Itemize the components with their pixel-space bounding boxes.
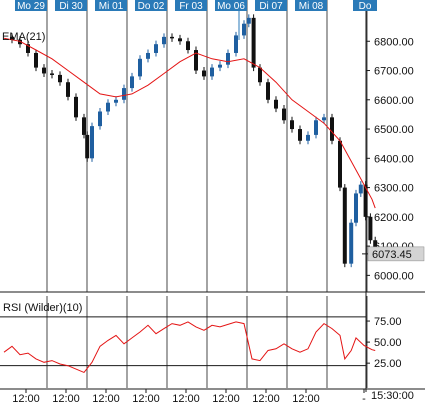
time-axis-label: 12:00 [132, 393, 160, 405]
time-axis-label: 12:00 [172, 393, 200, 405]
rsi-tick-label: 25.00 [374, 358, 402, 370]
time-axis-label: 12:00 [212, 393, 240, 405]
date-label: Mi 01 [99, 1, 124, 12]
candle-body [18, 39, 22, 45]
candle-body [354, 193, 358, 223]
last-price-label: 6073.45 [372, 249, 412, 261]
candle-body [210, 67, 214, 77]
time-axis-label: - [362, 393, 366, 405]
date-label: Do 02 [138, 1, 165, 12]
time-axis-label: 12:00 [252, 393, 280, 405]
candle-body [368, 216, 373, 241]
candle-body [194, 50, 198, 71]
candle-body [258, 67, 262, 83]
price-tick-label: 6000.00 [374, 270, 414, 282]
date-label-box [55, 0, 87, 11]
date-label: Do [359, 1, 372, 12]
time-axis-label: 12:00 [12, 393, 40, 405]
candle-body [330, 117, 334, 141]
candle-body [42, 67, 46, 74]
date-label-box [135, 0, 167, 11]
date-label-box [353, 0, 377, 11]
rsi-line [3, 321, 376, 374]
candle-body [266, 82, 270, 100]
date-label-box [15, 0, 47, 11]
candle-body [10, 36, 14, 40]
price-tick-label: 6600.00 [374, 95, 414, 107]
candle-body [162, 36, 166, 45]
candle-body [251, 17, 256, 68]
price-tick-label: 6400.00 [374, 153, 414, 165]
candle-body [146, 52, 150, 59]
candle-body [85, 134, 90, 159]
candle-body [122, 88, 126, 100]
candle-body [274, 99, 278, 109]
date-label-box [95, 0, 127, 11]
ema-line [3, 37, 376, 209]
price-tick-label: 6500.00 [374, 124, 414, 136]
price-tick-label: 6700.00 [374, 66, 414, 78]
candle-body [290, 120, 294, 130]
price-tick-label: 6200.00 [374, 212, 414, 224]
price-tick-label: 6800.00 [374, 36, 414, 48]
candle-body [154, 44, 158, 53]
rsi-label: RSI (Wilder)(10) [3, 302, 82, 314]
candle-body [130, 76, 134, 89]
date-label: Mo 06 [217, 1, 245, 12]
time-axis-label: 12:00 [52, 393, 80, 405]
current-time-label: 15:30:00 [371, 390, 414, 402]
candle-body [178, 38, 182, 42]
date-label: Di 07 [259, 1, 283, 12]
candle-body [90, 126, 94, 159]
candle-body [170, 36, 174, 39]
date-label: Mo 29 [17, 1, 45, 12]
candle-body [50, 73, 54, 75]
rsi-tick-label: 75.00 [374, 316, 402, 328]
time-axis-label: 12:00 [292, 393, 320, 405]
candle-body [349, 222, 354, 264]
candle-body [202, 70, 206, 77]
candle-body [74, 96, 78, 118]
ema-label: EMA(21) [2, 31, 45, 43]
candle-body [26, 44, 30, 53]
price-tick-label: 6300.00 [374, 183, 414, 195]
candle-body [226, 52, 230, 65]
candle-body [282, 108, 286, 121]
candle-body [58, 74, 62, 83]
candle-body [186, 41, 190, 51]
candle-body [234, 35, 238, 53]
date-label-box [295, 0, 327, 11]
candle-body [114, 99, 118, 103]
candle-body [358, 184, 363, 194]
candle-body [338, 140, 342, 188]
candle-body [363, 184, 368, 217]
candle-body [98, 111, 102, 127]
date-label-box [175, 0, 207, 11]
candle-body [342, 187, 347, 264]
date-label: Mi 08 [299, 1, 324, 12]
time-axis-label: 12:00 [92, 393, 120, 405]
rsi-tick-label: 50.00 [374, 337, 402, 349]
candle-body [34, 52, 38, 68]
candle-body [242, 23, 246, 36]
candle-body [314, 120, 318, 135]
candle-body [306, 134, 310, 141]
date-label-box [215, 0, 247, 11]
candle-body [66, 82, 70, 97]
date-label-box [255, 0, 287, 11]
candle-body [218, 64, 222, 68]
date-label: Fr 03 [179, 1, 203, 12]
candle-body [138, 58, 142, 77]
candle-body [106, 102, 110, 112]
candle-body [322, 117, 326, 121]
candle-body [246, 17, 251, 24]
candle-body [82, 117, 86, 135]
date-label: Di 30 [59, 1, 83, 12]
candle-body [298, 129, 302, 141]
